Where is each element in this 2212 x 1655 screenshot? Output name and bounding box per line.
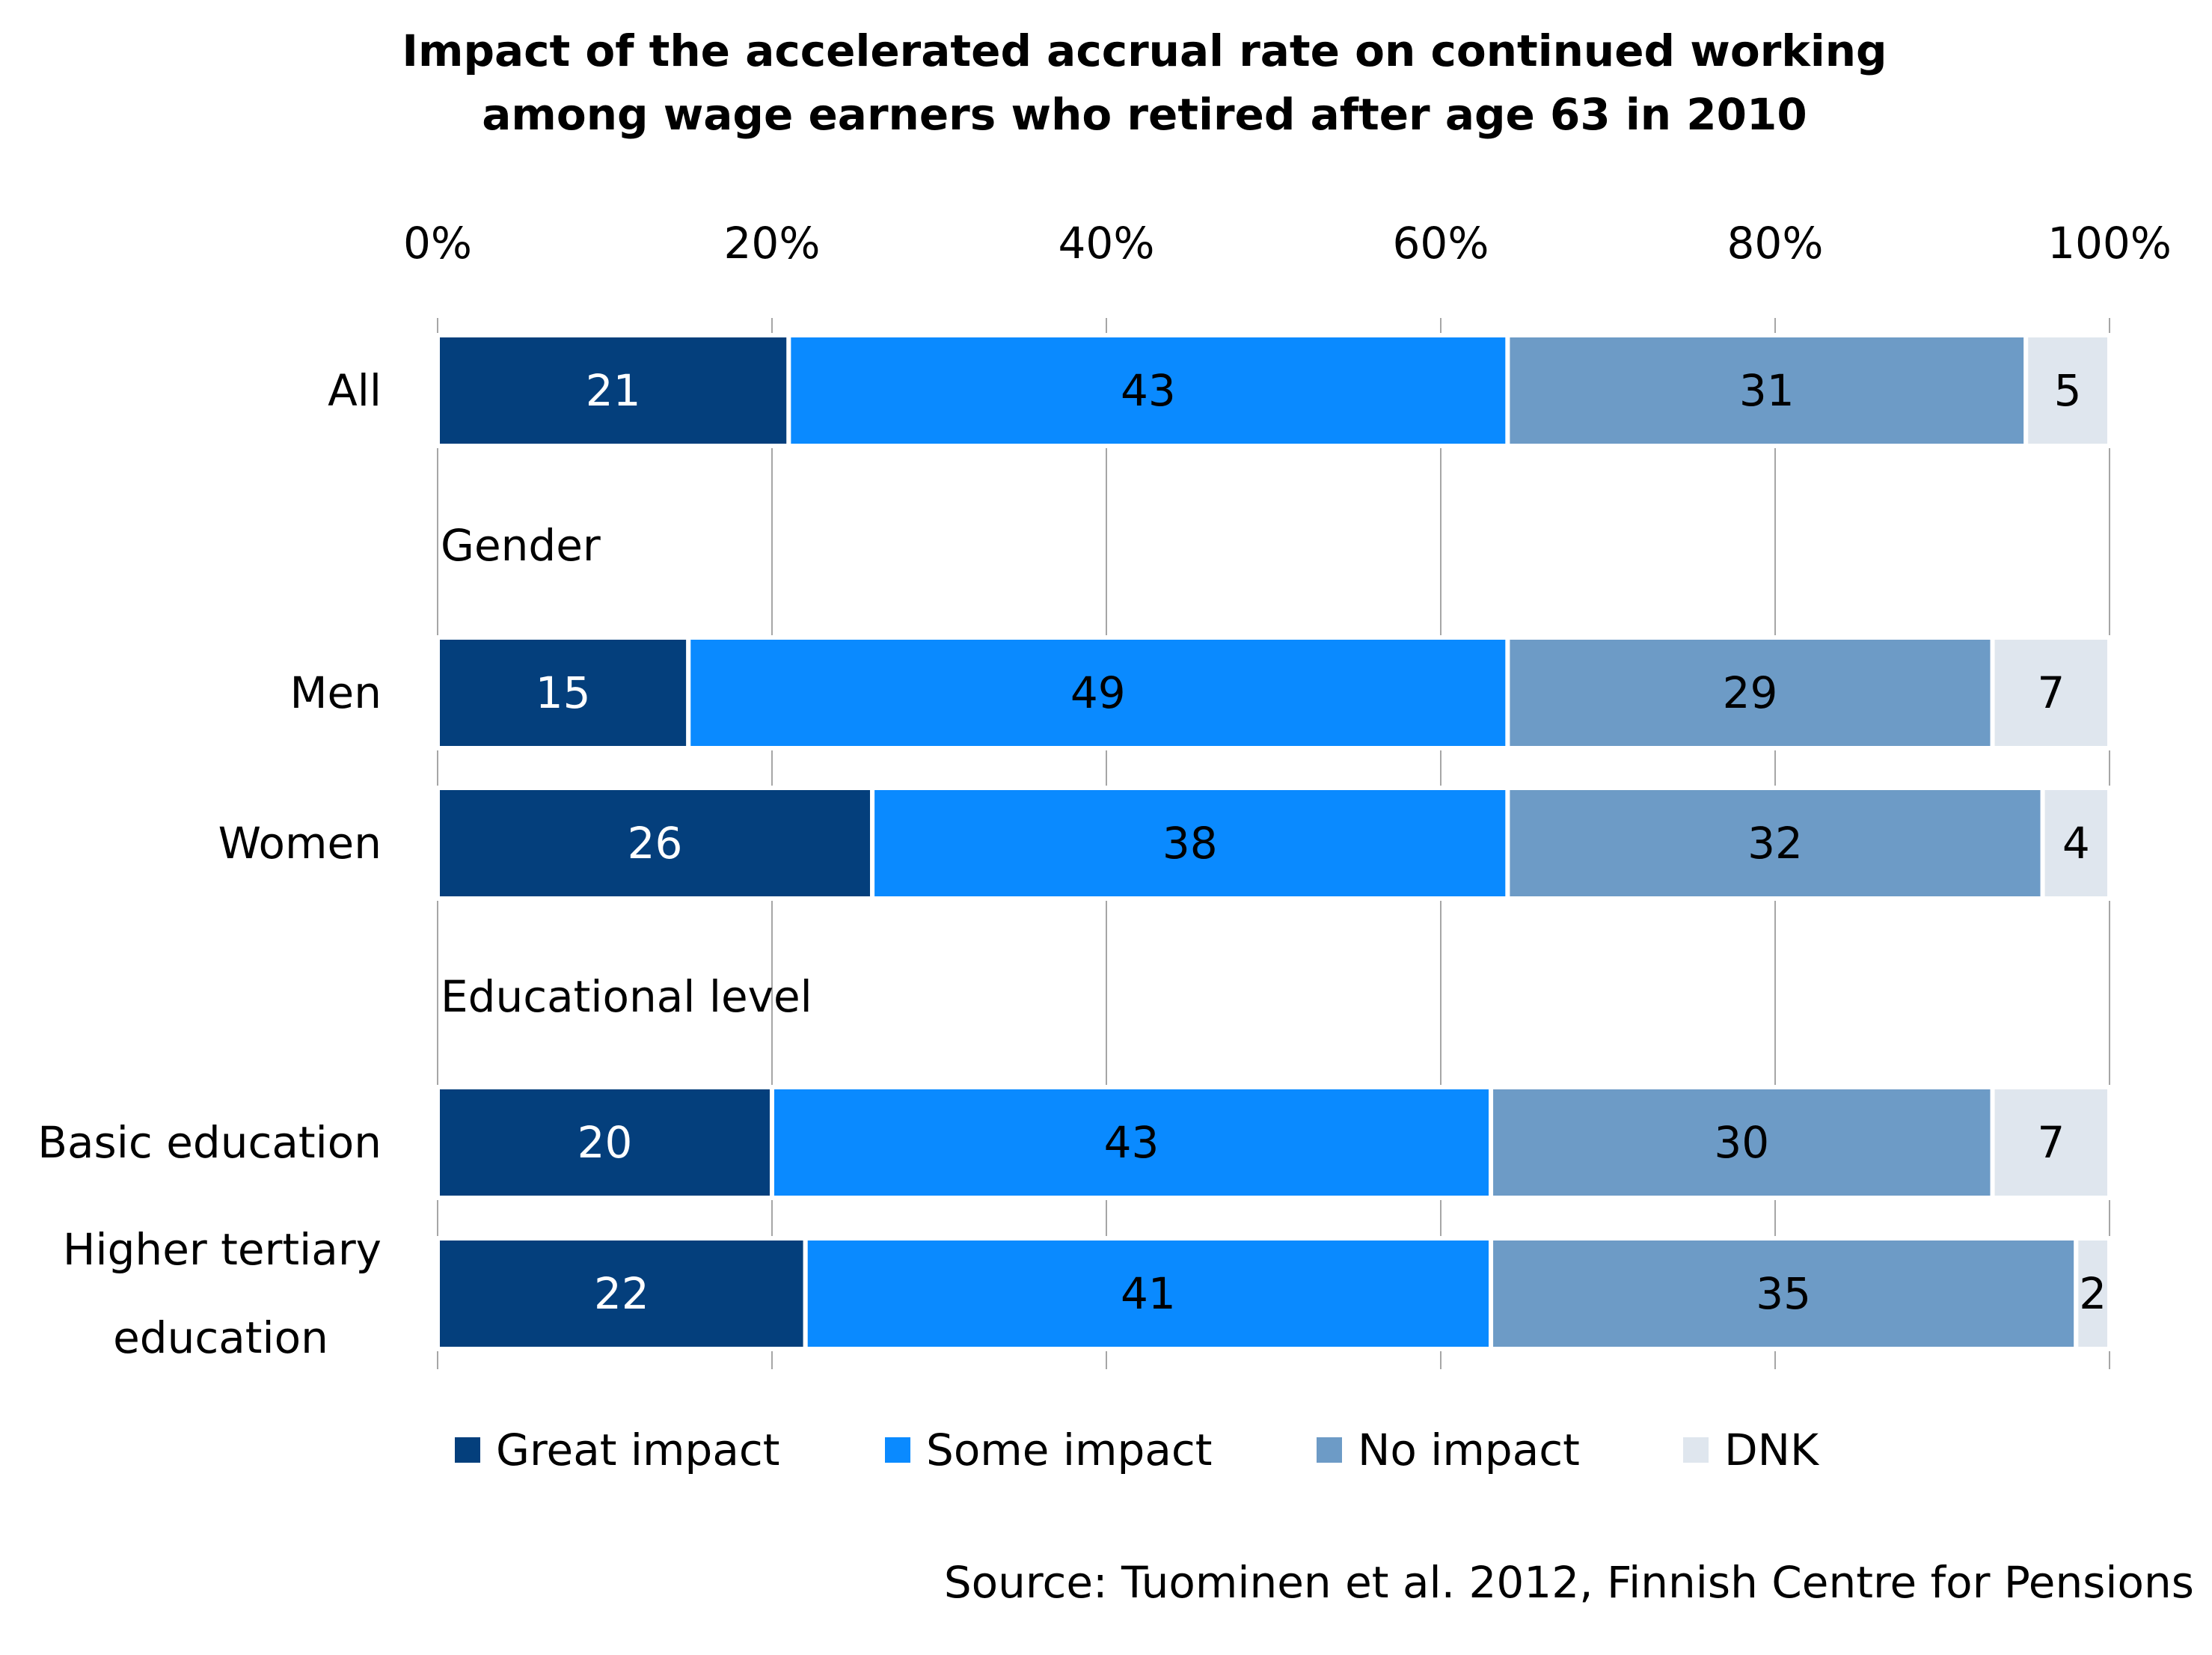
- bar-segment: [1505, 635, 1995, 750]
- x-tick-label: 80%: [1727, 218, 1824, 269]
- data-label: 2: [2079, 1268, 2107, 1319]
- bar-segment: [435, 635, 691, 750]
- category-label: Men: [290, 667, 382, 718]
- bar-segment: [2074, 1236, 2113, 1351]
- group-heading: Gender: [441, 520, 601, 571]
- data-label: 7: [2037, 1117, 2065, 1168]
- data-label: 49: [1070, 667, 1126, 718]
- bar-segment: [1990, 635, 2113, 750]
- chart-title-line: Impact of the accelerated accrual rate o…: [402, 25, 1887, 76]
- x-tick-label: 0%: [403, 218, 472, 269]
- data-label: 20: [577, 1117, 633, 1168]
- data-label: 4: [2062, 818, 2090, 869]
- bar-segment: [803, 1236, 1494, 1351]
- data-label: 15: [536, 667, 591, 718]
- bar-segment: [770, 1085, 1494, 1200]
- legend: Great impact Some impact No impact DNK: [455, 1425, 1820, 1475]
- group-heading: Educational level: [441, 971, 812, 1022]
- bar-segment: [870, 786, 1510, 901]
- legend-label: DNK: [1724, 1425, 1820, 1475]
- legend-swatch: [455, 1437, 480, 1463]
- bar-segment: [435, 1085, 774, 1200]
- data-label: 41: [1121, 1268, 1176, 1319]
- bar-segment: [435, 1236, 808, 1351]
- data-label: 30: [1714, 1117, 1769, 1168]
- data-label: 22: [594, 1268, 649, 1319]
- data-label: 21: [586, 365, 641, 416]
- bar-segment: [1990, 1085, 2113, 1200]
- x-tick-label: 100%: [2047, 218, 2172, 269]
- data-label: 29: [1723, 667, 1778, 718]
- data-label: 43: [1121, 365, 1176, 416]
- chart-title: Impact of the accelerated accrual rate o…: [402, 25, 1887, 140]
- legend-label: No impact: [1358, 1425, 1580, 1475]
- plot-area: All 21 43 31 5 Gender Men 15 49 29 7 Women 26 38 32 4 Ed…: [37, 333, 2113, 1363]
- legend-swatch: [885, 1437, 910, 1463]
- x-tick-label: 20%: [724, 218, 821, 269]
- bar-segment: [2023, 333, 2112, 448]
- category-label: Women: [218, 818, 382, 869]
- data-label: 38: [1162, 818, 1218, 869]
- x-axis-ticks: 0% 20% 40% 60% 80% 100%: [403, 218, 2172, 269]
- legend-label: Great impact: [496, 1425, 780, 1475]
- x-tick-label: 40%: [1058, 218, 1155, 269]
- data-label: 32: [1747, 818, 1803, 869]
- data-label: 31: [1739, 365, 1795, 416]
- bar-segment: [2040, 786, 2113, 901]
- legend-swatch: [1317, 1437, 1342, 1463]
- data-label: 26: [628, 818, 683, 869]
- bar-segment: [435, 333, 791, 448]
- legend-swatch: [1683, 1437, 1709, 1463]
- data-label: 35: [1756, 1268, 1811, 1319]
- source-note: Source: Tuominen et al. 2012, Finnish Ce…: [944, 1557, 2194, 1608]
- x-tick-label: 60%: [1393, 218, 1489, 269]
- data-label: 5: [2054, 365, 2082, 416]
- data-label: 43: [1104, 1117, 1159, 1168]
- bar-segment: [435, 786, 875, 901]
- bar-segment: [1505, 786, 2045, 901]
- bar-segment: [686, 635, 1510, 750]
- category-label: Basic education: [37, 1117, 382, 1168]
- category-label: education: [113, 1312, 328, 1363]
- chart-title-line: among wage earners who retired after age…: [482, 89, 1807, 140]
- data-label: 7: [2037, 667, 2065, 718]
- legend-label: Some impact: [926, 1425, 1213, 1475]
- category-label: Higher tertiary: [63, 1224, 382, 1275]
- category-label: All: [328, 365, 382, 416]
